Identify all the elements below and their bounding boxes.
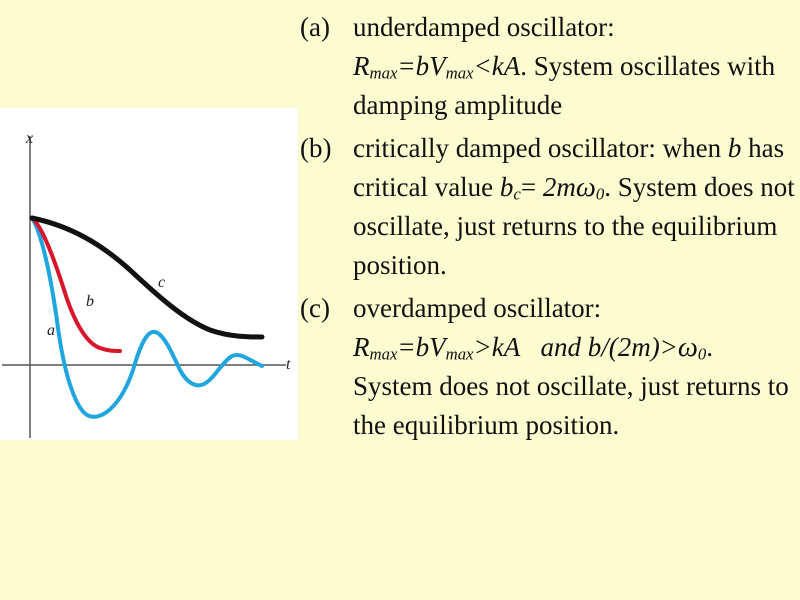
- list-item-underdamped: (a) underdamped oscillator: Rmax=bVmax<kA…: [300, 8, 795, 125]
- damping-cases-list: (a) underdamped oscillator: Rmax=bVmax<kA…: [300, 8, 795, 449]
- curve-a-underdamped: [30, 216, 264, 419]
- list-item-text: underdamped oscillator: Rmax=bVmax<kA. Sy…: [353, 12, 776, 120]
- curve-b-critically-damped: [30, 216, 122, 353]
- list-item-text: overdamped oscillator: Rmax=bVmax>kA and …: [353, 293, 789, 440]
- y-axis-label: x: [25, 130, 33, 147]
- curve-c-overdamped: [29, 215, 265, 340]
- list-marker: (c): [300, 293, 330, 323]
- damping-curves-plot: x t a b c: [2, 130, 291, 438]
- list-item-overdamped: (c) overdamped oscillator: Rmax=bVmax>kA …: [300, 289, 795, 445]
- damping-curves-figure: x t a b c: [0, 108, 298, 440]
- list-marker: (a): [300, 12, 330, 42]
- curve-label-a: a: [47, 322, 55, 339]
- curve-label-b: b: [86, 293, 94, 310]
- list-item-critically-damped: (b) critically damped oscillator: when b…: [300, 129, 795, 285]
- list-item-text: critically damped oscillator: when b has…: [353, 133, 795, 280]
- list-marker: (b): [300, 133, 332, 163]
- x-axis-label: t: [286, 356, 291, 373]
- curve-label-c: c: [158, 274, 165, 291]
